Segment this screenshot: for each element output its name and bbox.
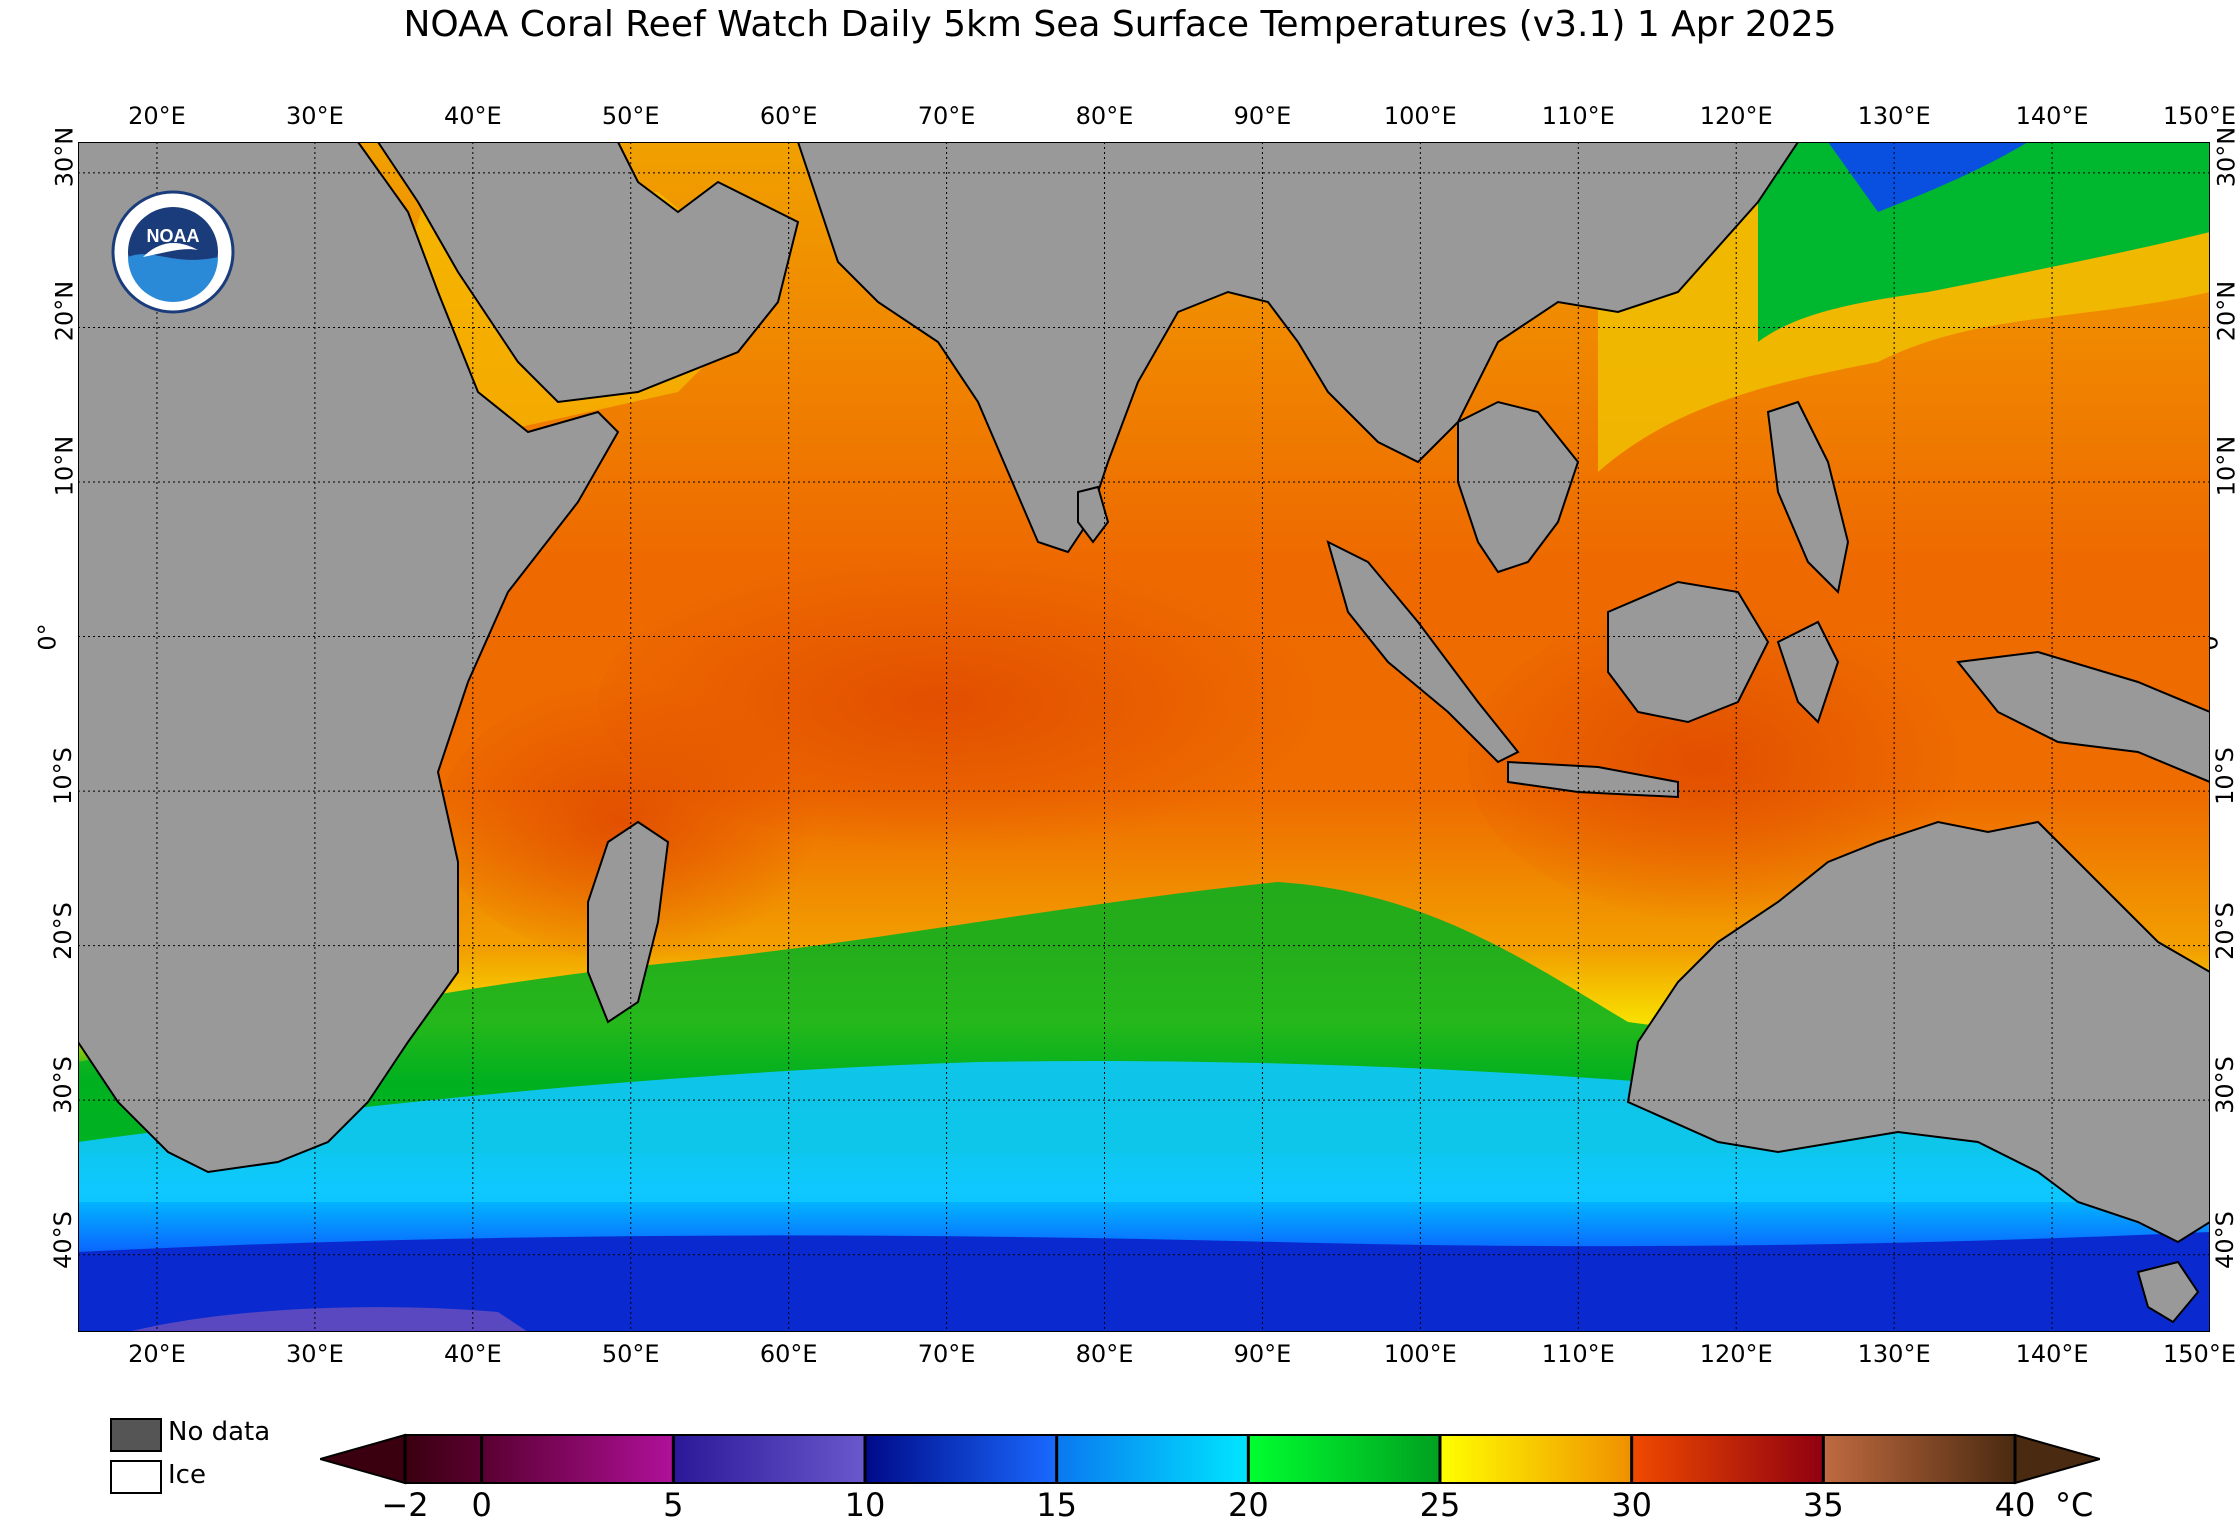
latitude-label: 40°S <box>2210 1210 2239 1269</box>
tasmania <box>2136 1260 2200 1324</box>
colorbar-tick-label: 30 <box>1611 1486 1653 1524</box>
colorbar-tick-label: 10 <box>844 1486 886 1524</box>
svg-text:NOAA: NOAA <box>147 226 200 246</box>
colorbar-tick-label: 35 <box>1802 1486 1844 1524</box>
cold-patch <box>1828 142 2028 212</box>
latitude-label: 10°S <box>48 747 77 806</box>
colorbar-tick-label: 0 <box>471 1486 492 1524</box>
longitude-label: 110°E <box>1541 1340 1615 1368</box>
latitude-label: 20°N <box>2212 280 2240 342</box>
longitude-label: 150°E <box>2163 102 2236 130</box>
longitude-label: 80°E <box>1075 1340 1134 1368</box>
latitude-label: 10°N <box>50 435 79 497</box>
cold-southern-ocean <box>78 1232 2210 1332</box>
indochina <box>1457 400 1580 574</box>
longitude-label: 130°E <box>1857 102 1931 130</box>
longitude-label: 100°E <box>1383 102 1457 130</box>
australia <box>1626 820 2210 1244</box>
latitude-label: 10°S <box>2210 747 2239 806</box>
longitude-label: 120°E <box>1699 102 1773 130</box>
longitude-label: 90°E <box>1233 102 1292 130</box>
noaa-logo-icon: NOAA <box>111 190 235 314</box>
ice-swatch <box>110 1460 162 1494</box>
longitude-label: 140°E <box>2015 102 2089 130</box>
borneo <box>1607 580 1770 724</box>
no-data-label: No data <box>168 1417 271 1447</box>
longitude-label: 130°E <box>1857 1340 1931 1368</box>
latitude-label: 30°S <box>48 1056 77 1115</box>
latitude-label: 30°N <box>2212 126 2240 187</box>
ice-label: Ice <box>168 1460 206 1490</box>
sulawesi <box>1776 620 1840 724</box>
latitude-label: 20°S <box>48 901 77 960</box>
new-guinea <box>1956 650 2210 784</box>
longitude-label: 20°E <box>128 102 186 130</box>
map-title: NOAA Coral Reef Watch Daily 5km Sea Surf… <box>403 4 1837 45</box>
colorbar-unit-label: °C <box>2055 1486 2094 1524</box>
longitude-label: 40°E <box>443 1340 502 1368</box>
sri-lanka <box>1077 485 1110 544</box>
philippines <box>1766 400 1850 595</box>
latitude-label: 20°S <box>2210 901 2239 960</box>
colorbar-max-arrow <box>2014 1433 2100 1485</box>
colorbar-tick-label: 20 <box>1227 1486 1269 1524</box>
longitude-label: 50°E <box>601 102 660 130</box>
colorbar-min-arrow <box>320 1433 406 1485</box>
land <box>78 142 2210 1324</box>
colorbar-tick-label: 5 <box>663 1486 684 1524</box>
longitude-label: 30°E <box>286 1340 344 1368</box>
colorbar-tick-label: 40 <box>1994 1486 2036 1524</box>
colorbar-tick-label: −2 <box>381 1486 429 1524</box>
no-data-swatch <box>110 1418 162 1452</box>
longitude-label: 90°E <box>1233 1340 1292 1368</box>
longitude-label: 40°E <box>443 102 502 130</box>
java <box>1507 760 1679 799</box>
longitude-label: 60°E <box>759 1340 818 1368</box>
latitude-label: 30°N <box>50 126 79 187</box>
madagascar <box>587 820 670 1024</box>
warm-pool <box>1468 602 1988 922</box>
longitude-label: 140°E <box>2015 1340 2089 1368</box>
graticule <box>78 142 2210 1332</box>
longitude-label: 50°E <box>601 1340 660 1368</box>
temperature-colorbar <box>320 1433 2100 1485</box>
colorbar-tick-label: 15 <box>1036 1486 1078 1524</box>
longitude-label: 150°E <box>2163 1340 2236 1368</box>
latitude-label: 30°S <box>2210 1056 2239 1115</box>
longitude-label: 70°E <box>917 102 976 130</box>
colorbar-gradient <box>404 1434 2016 1484</box>
sst-map: NOAA <box>78 142 2210 1332</box>
eurasia <box>796 142 1800 554</box>
latitude-label: 20°N <box>50 280 79 342</box>
longitude-label: 110°E <box>1541 102 1615 130</box>
coldest-patch <box>128 1307 528 1332</box>
longitude-label: 80°E <box>1075 102 1134 130</box>
africa <box>78 142 620 1174</box>
longitude-label: 70°E <box>917 1340 976 1368</box>
longitude-label: 120°E <box>1699 1340 1773 1368</box>
longitude-label: 100°E <box>1383 1340 1457 1368</box>
colorbar-tick-label: 25 <box>1419 1486 1461 1524</box>
longitude-label: 60°E <box>759 102 818 130</box>
latitude-label: 40°S <box>48 1210 77 1269</box>
longitude-label: 30°E <box>286 102 344 130</box>
longitude-label: 20°E <box>128 1340 186 1368</box>
latitude-label: 0° <box>33 623 62 651</box>
latitude-label: 10°N <box>2212 435 2240 497</box>
